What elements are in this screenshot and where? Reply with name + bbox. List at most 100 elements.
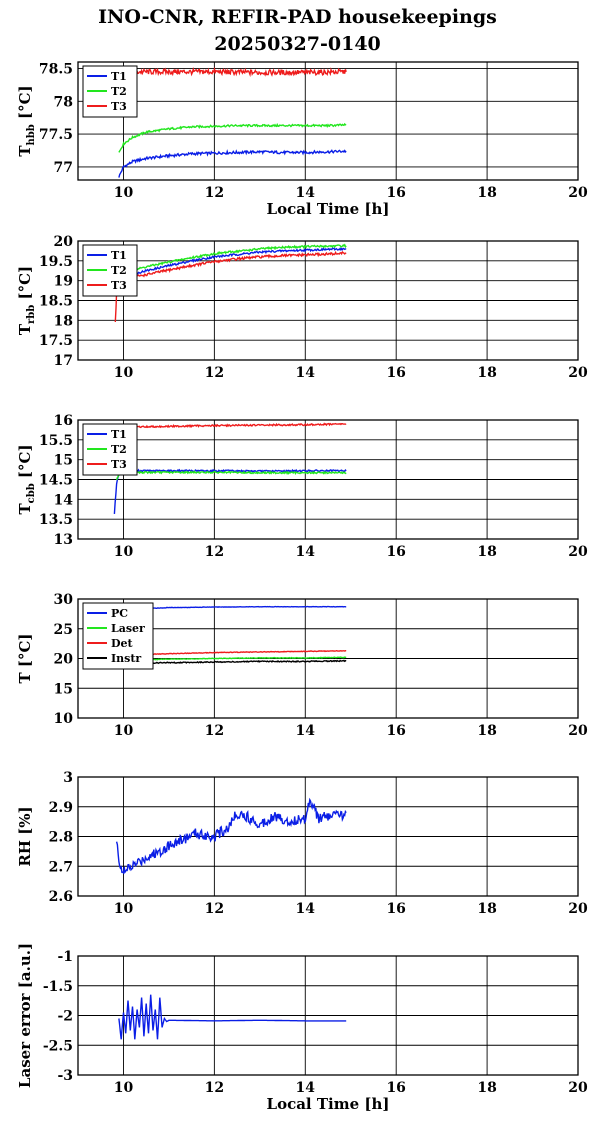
- x-tick-label: 14: [296, 185, 316, 201]
- x-tick-label: 20: [568, 723, 588, 739]
- y-tick-label: 30: [54, 592, 74, 608]
- y-tick-label: 18.5: [39, 294, 73, 310]
- y-tick-label: 3: [63, 770, 73, 786]
- x-tick-label: 18: [477, 185, 496, 201]
- legend-label: T2: [111, 443, 127, 456]
- y-tick-label: 25: [54, 622, 73, 638]
- x-tick-label: 10: [114, 544, 134, 560]
- y-tick-label: 17: [54, 353, 73, 369]
- x-tick-label: 12: [205, 185, 224, 201]
- legend: PC Laser Det Instr: [82, 602, 154, 670]
- series-line-instr: [123, 659, 347, 665]
- x-tick-label: 12: [205, 365, 224, 381]
- x-tick-label: 18: [477, 723, 496, 739]
- x-tick-label: 10: [114, 185, 134, 201]
- plot-frame: [77, 598, 579, 719]
- chart-panel-2: 10 12 14 16 18 20 17 17.5 18 18.5 19 19.5 20 Trbb [°C…: [16, 234, 588, 381]
- x-axis-label: Local Time [h]: [267, 200, 390, 218]
- x-tick-label: 20: [568, 901, 588, 917]
- x-tick-label: 18: [477, 901, 496, 917]
- y-tick-label: 15.5: [39, 433, 73, 449]
- legend-label: PC: [111, 607, 128, 620]
- y-tick-label: 18: [54, 313, 73, 329]
- series-line-pc: [123, 605, 347, 612]
- x-tick-label: 14: [296, 901, 316, 917]
- x-tick-label: 16: [386, 185, 405, 201]
- x-tick-label: 12: [205, 544, 224, 560]
- y-tick-label: -2: [57, 1009, 73, 1025]
- x-tick-label: 16: [386, 901, 405, 917]
- figure-title-line2: 20250327-0140: [214, 33, 381, 55]
- figure-title-line1: INO-CNR, REFIR-PAD housekeepings: [98, 6, 497, 28]
- x-tick-label: 18: [477, 1080, 496, 1096]
- x-tick-label: 12: [205, 723, 224, 739]
- y-tick-label: 77: [54, 160, 73, 176]
- x-tick-label: 20: [568, 185, 588, 201]
- legend-label: Instr: [111, 652, 141, 665]
- legend: T1 T2 T3: [82, 244, 138, 297]
- y-axis-label: Thbb [°C]: [16, 85, 37, 156]
- legend-label: T1: [111, 249, 127, 262]
- chart-panel-5: 10 12 14 16 18 20 2.6 2.7 2.8 2.9 3 RH [%]: [16, 770, 588, 917]
- y-tick-label: 16: [54, 413, 73, 429]
- y-tick-label: 20: [54, 234, 74, 250]
- series-line-t3: [122, 66, 347, 78]
- legend-label: T1: [111, 428, 127, 441]
- x-tick-label: 16: [386, 1080, 405, 1096]
- y-tick-label: 15: [54, 681, 73, 697]
- x-tick-label: 18: [477, 365, 496, 381]
- plot-frame: [77, 776, 579, 897]
- y-tick-label: 14.5: [39, 473, 73, 489]
- legend-label: Laser: [111, 622, 145, 635]
- x-tick-label: 20: [568, 544, 588, 560]
- y-axis-label: Trbb [°C]: [16, 266, 37, 335]
- y-tick-label: 2.9: [49, 800, 73, 816]
- y-tick-label: 2.7: [49, 859, 73, 875]
- y-axis-label: T [°C]: [16, 633, 34, 683]
- figure-title: INO-CNR, REFIR-PAD housekeepings 2025032…: [0, 4, 595, 58]
- y-tick-label: 19.5: [39, 254, 73, 270]
- x-tick-label: 14: [296, 723, 316, 739]
- legend-label: T1: [111, 70, 127, 83]
- legend-label: T3: [111, 279, 127, 292]
- x-tick-label: 12: [205, 901, 224, 917]
- plot-frame: [77, 419, 579, 540]
- legend: T1 T2 T3: [82, 423, 138, 476]
- series-line-data: [118, 994, 347, 1040]
- y-tick-label: 2.6: [49, 889, 73, 905]
- y-tick-label: 78: [54, 94, 73, 110]
- series-line-t2: [116, 243, 347, 285]
- x-tick-label: 16: [386, 723, 405, 739]
- x-tick-label: 16: [386, 544, 405, 560]
- x-tick-label: 14: [296, 1080, 316, 1096]
- legend-label: T3: [111, 458, 127, 471]
- y-tick-label: 14: [54, 492, 74, 508]
- y-tick-label: 17.5: [39, 333, 73, 349]
- plot-frame: [77, 61, 579, 181]
- y-tick-label: 2.8: [49, 830, 73, 846]
- y-tick-label: -2.5: [43, 1038, 73, 1054]
- series-line-t2: [115, 470, 347, 481]
- x-tick-label: 20: [568, 365, 588, 381]
- y-tick-label: 77.5: [39, 127, 73, 143]
- y-tick-label: 78.5: [39, 62, 73, 78]
- legend-label: T3: [111, 100, 127, 113]
- x-tick-label: 12: [205, 1080, 224, 1096]
- y-tick-label: 15: [54, 453, 73, 469]
- x-tick-label: 16: [386, 365, 405, 381]
- chart-panel-6: 10 12 14 16 18 20 -3 -2.5 -2 -1.5 -1 Local Time [h]…: [16, 943, 588, 1113]
- plot-frame: [77, 955, 579, 1076]
- plot-frame: [77, 240, 579, 361]
- x-tick-label: 18: [477, 544, 496, 560]
- x-tick-label: 10: [114, 365, 134, 381]
- y-tick-label: 13.5: [39, 512, 73, 528]
- chart-panel-4: 10 12 14 16 18 20 10 15 20 25 30 T [°C] PC Laser Det In…: [16, 592, 588, 739]
- series-line-t3: [123, 422, 347, 429]
- series-line-laser: [123, 656, 347, 662]
- x-tick-label: 14: [296, 544, 316, 560]
- y-tick-label: -3: [57, 1068, 73, 1084]
- y-tick-label: -1: [57, 949, 73, 965]
- y-axis-label: Tcbb [°C]: [16, 444, 37, 514]
- chart-panel-3: 10 12 14 16 18 20 13 13.5 14 14.5 15 15.5 16 Tcbb [°C…: [16, 413, 588, 560]
